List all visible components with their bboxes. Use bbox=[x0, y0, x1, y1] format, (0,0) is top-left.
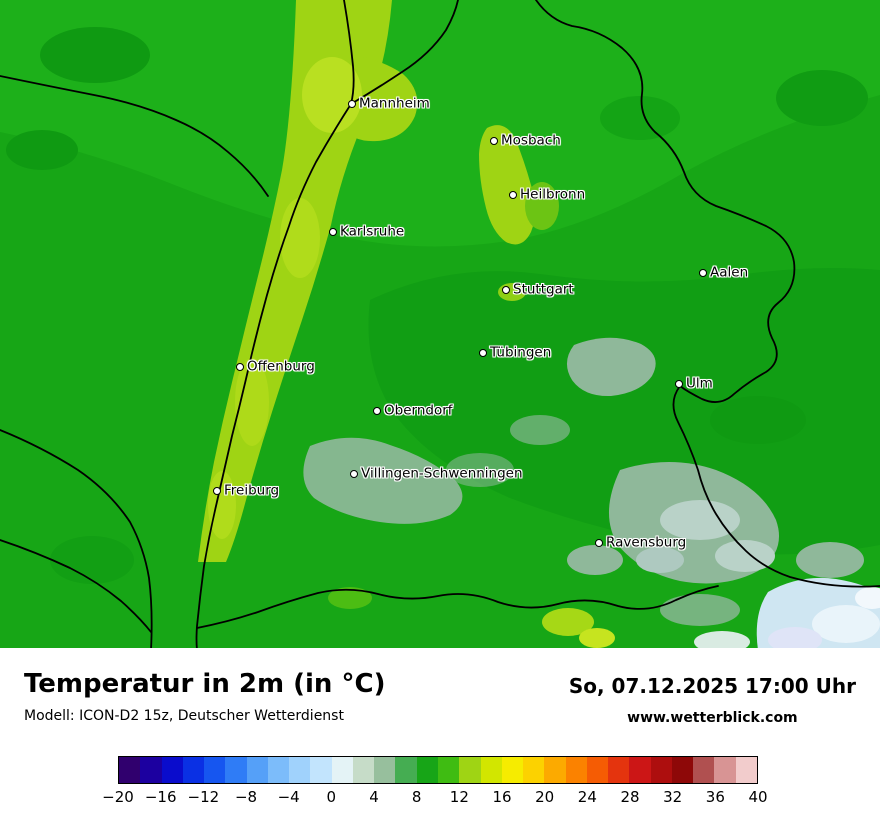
legend-color-segment bbox=[693, 757, 715, 783]
legend-color-segment bbox=[629, 757, 651, 783]
city-label: Mosbach bbox=[501, 132, 561, 149]
legend-tick-label: −4 bbox=[277, 788, 300, 806]
state-borders bbox=[0, 0, 880, 650]
legend-tick-label: 20 bbox=[535, 788, 555, 806]
temperature-legend: −20 −16 −12 −8 −4 0 4 8 12 16 20 24 28 32 36 40 bbox=[102, 756, 768, 808]
city-dot bbox=[595, 539, 603, 547]
legend-color-segment bbox=[310, 757, 332, 783]
legend-color-segment bbox=[182, 757, 205, 783]
legend-color-segment bbox=[671, 757, 694, 783]
legend-color-segment bbox=[374, 757, 396, 783]
legend-color-segment bbox=[395, 757, 417, 783]
legend-color-segment bbox=[140, 757, 162, 783]
city-label: Mannheim bbox=[359, 95, 430, 112]
city-dot bbox=[509, 191, 517, 199]
model-info: Modell: ICON-D2 15z, Deutscher Wetterdie… bbox=[24, 707, 344, 724]
legend-color-segment bbox=[608, 757, 630, 783]
city-dot bbox=[236, 363, 244, 371]
legend-color-segment bbox=[544, 757, 566, 783]
forecast-datetime: So, 07.12.2025 17:00 Uhr bbox=[568, 674, 856, 698]
legend-color-segment bbox=[501, 757, 524, 783]
legend-tick-label: 0 bbox=[326, 788, 337, 806]
legend-color-segment bbox=[714, 757, 736, 783]
rhine-valley-warm-band bbox=[198, 0, 615, 648]
city-label: Villingen-Schwenningen bbox=[361, 465, 523, 482]
page-title: Temperatur in 2m (in °C) bbox=[24, 669, 386, 699]
legend-colorbar bbox=[118, 756, 758, 784]
cold-alpine-regions bbox=[636, 500, 880, 650]
map-green-variations bbox=[6, 27, 806, 609]
legend-tick-label: 24 bbox=[577, 788, 597, 806]
info-bar: Temperatur in 2m (in °C) Modell: ICON-D2… bbox=[0, 648, 880, 752]
legend-color-segment bbox=[586, 757, 609, 783]
city-label: Ulm bbox=[686, 375, 713, 392]
legend-tick-label: −12 bbox=[187, 788, 220, 806]
city-label: Ravensburg bbox=[606, 534, 687, 551]
city-dot bbox=[329, 228, 337, 236]
legend-tick-label: 8 bbox=[411, 788, 422, 806]
city-dot bbox=[213, 487, 221, 495]
legend-color-segment bbox=[650, 757, 672, 783]
legend-tick-label: 36 bbox=[705, 788, 725, 806]
legend-color-segment bbox=[225, 757, 247, 783]
legend-color-segment bbox=[480, 757, 502, 783]
legend-tick-label: 16 bbox=[492, 788, 512, 806]
legend-tick-label: −8 bbox=[234, 788, 258, 806]
city-dot bbox=[490, 137, 498, 145]
legend-tick-label: −20 bbox=[102, 788, 134, 806]
legend-color-segment bbox=[204, 757, 226, 783]
map-area: Mannheim Mosbach Heilbronn Karlsruhe Aalen St… bbox=[0, 0, 880, 650]
city-label: Freiburg bbox=[224, 482, 280, 499]
legend-tick-label: 12 bbox=[449, 788, 469, 806]
city-label: Heilbronn bbox=[520, 186, 586, 203]
city-label: Offenburg bbox=[247, 358, 315, 375]
city-label: Oberndorf bbox=[384, 402, 453, 419]
legend-color-segment bbox=[437, 757, 460, 783]
city-label: Aalen bbox=[710, 264, 749, 281]
legend-tick-label: 4 bbox=[369, 788, 379, 806]
datetime-block: So, 07.12.2025 17:00 Uhr www.wetterblick… bbox=[569, 670, 856, 726]
city-dot bbox=[373, 407, 381, 415]
temperature-map bbox=[0, 0, 880, 650]
city-label: Karlsruhe bbox=[340, 223, 405, 240]
legend-tick-label: 32 bbox=[663, 788, 683, 806]
legend-tick-label: 28 bbox=[620, 788, 640, 806]
city-label: Stuttgart bbox=[513, 281, 574, 298]
title-block: Temperatur in 2m (in °C) Modell: ICON-D2… bbox=[24, 670, 385, 724]
legend-color-segment bbox=[289, 757, 311, 783]
legend-color-segment bbox=[246, 757, 268, 783]
legend-color-segment bbox=[416, 757, 438, 783]
legend-tick-label: −16 bbox=[144, 788, 177, 806]
city-dot bbox=[350, 470, 358, 478]
legend-color-segment bbox=[565, 757, 587, 783]
city-dot bbox=[699, 269, 707, 277]
city-dot bbox=[479, 349, 487, 357]
website-label: www.wetterblick.com bbox=[627, 710, 798, 726]
legend-color-segment bbox=[735, 757, 757, 783]
legend-color-segment bbox=[459, 757, 481, 783]
legend-color-segment bbox=[119, 757, 141, 783]
legend-tick-label: 40 bbox=[748, 788, 768, 806]
legend-color-segment bbox=[331, 757, 353, 783]
city-dot bbox=[348, 100, 356, 108]
city-label: Tübingen bbox=[490, 344, 552, 361]
legend-color-segment bbox=[267, 757, 290, 783]
legend-tick-labels: −20 −16 −12 −8 −4 0 4 8 12 16 20 24 28 32 36 40 bbox=[102, 788, 767, 808]
city-dot bbox=[675, 380, 683, 388]
legend-color-segment bbox=[352, 757, 375, 783]
legend-color-segment bbox=[161, 757, 183, 783]
legend-color-segment bbox=[523, 757, 545, 783]
city-dot bbox=[502, 286, 510, 294]
